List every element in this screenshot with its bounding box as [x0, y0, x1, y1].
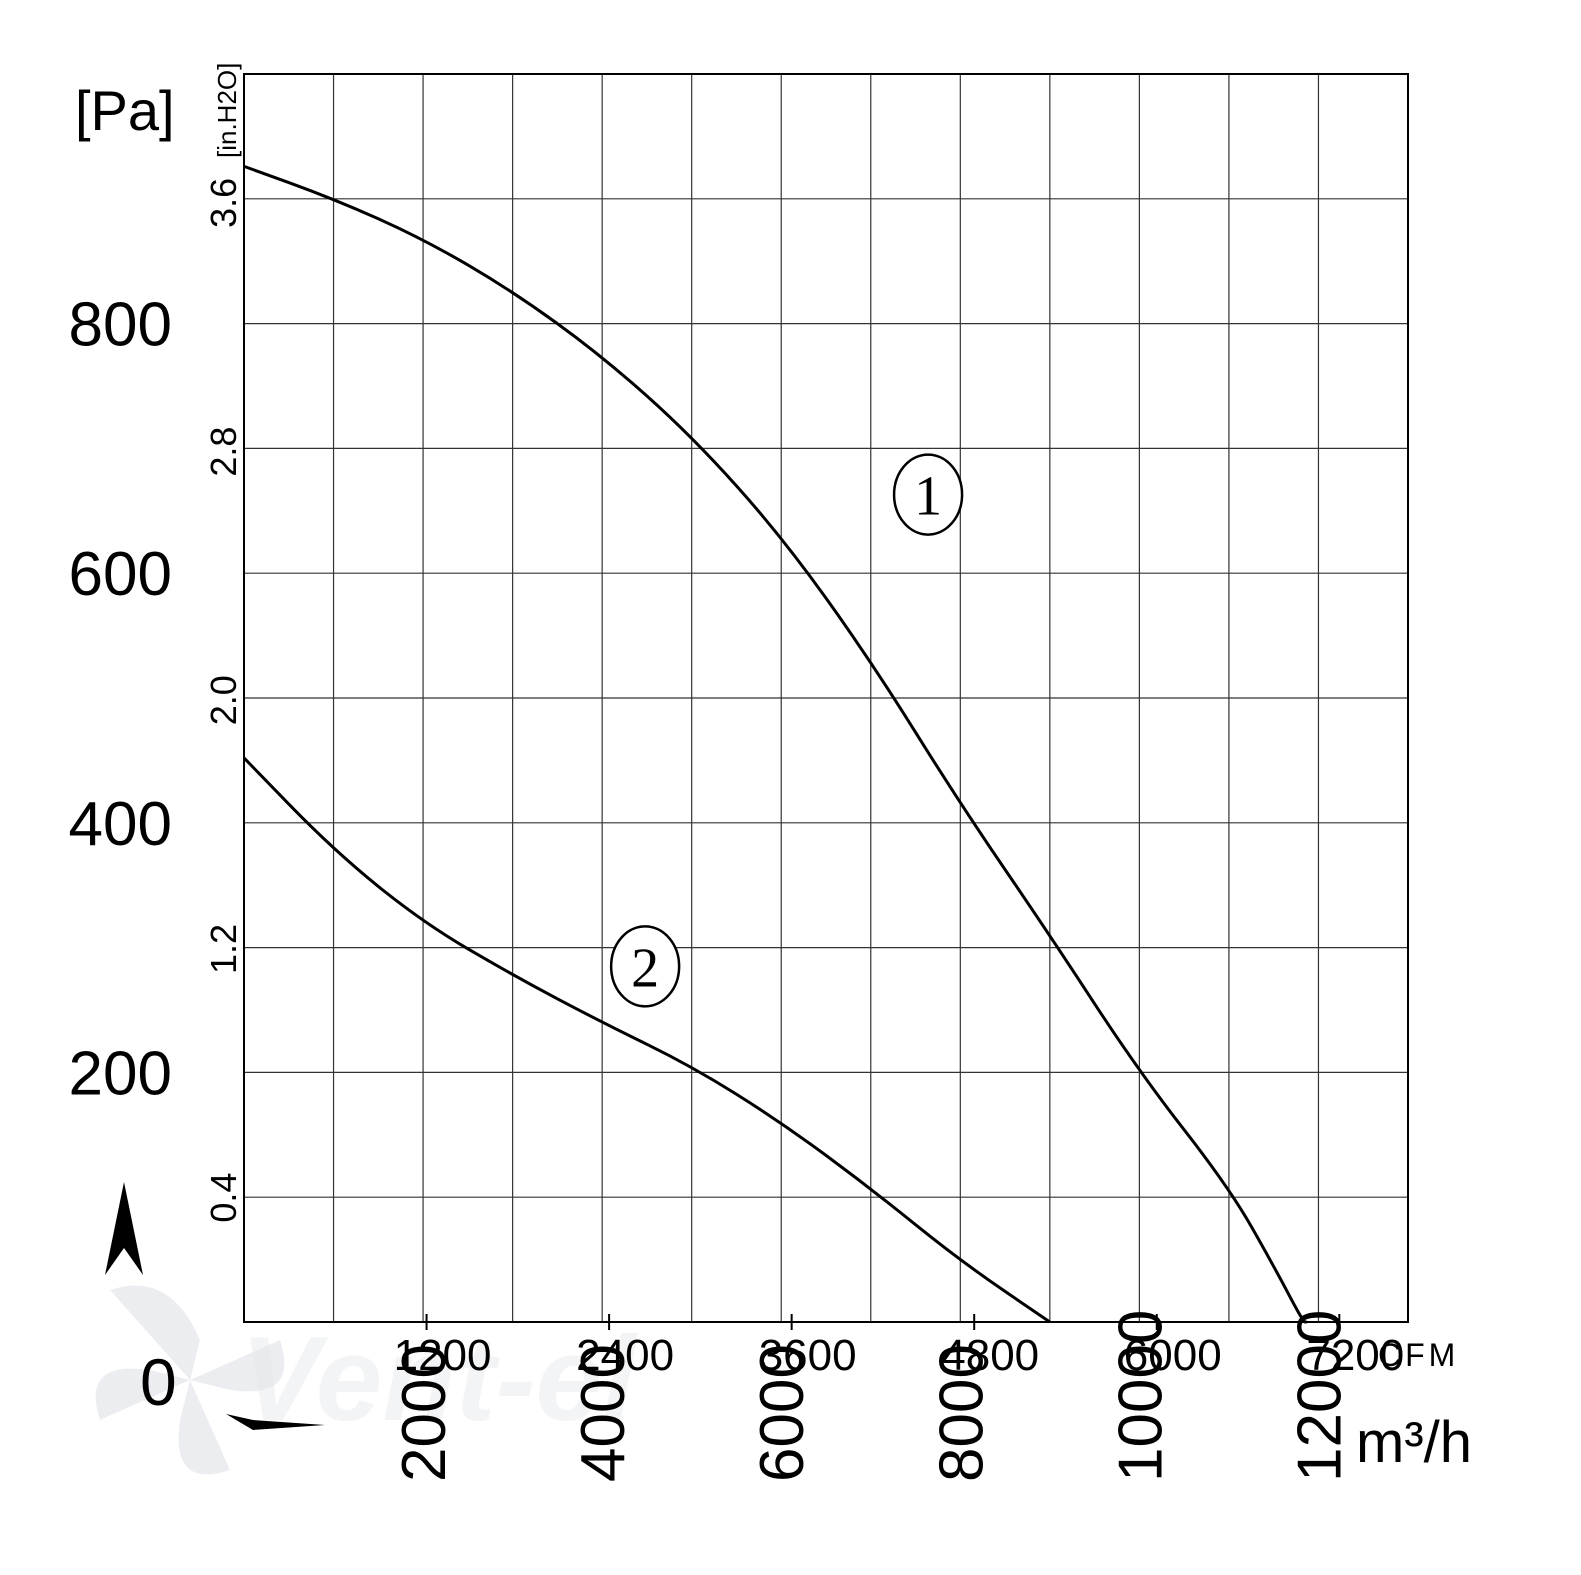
- x-tick-label-cfm: 1200: [394, 1331, 492, 1380]
- y-tick-label-inh2o: 2.0: [203, 675, 244, 725]
- y-tick-label-inh2o: 3.6: [203, 178, 244, 228]
- plot-frame: [243, 73, 1409, 1323]
- curve-label-circle-1: [892, 453, 964, 536]
- y-tick-label-pa: 400: [69, 790, 172, 859]
- x-tick-label-cfm: 7200: [1306, 1331, 1404, 1380]
- x-axis-m3h-unit: m³/h: [1356, 1410, 1472, 1475]
- grid: [244, 74, 1408, 1322]
- x-tick-label-m3h: 10000: [1106, 1310, 1175, 1482]
- y-tick-label-inh2o: 0.4: [203, 1173, 244, 1223]
- series-curve-2: [242, 756, 1051, 1324]
- watermark-logo: Vent-el: [95, 1285, 638, 1475]
- origin-label: 0: [140, 1345, 177, 1419]
- x-tick-label-cfm: 4800: [941, 1331, 1039, 1380]
- curve-labels: 12: [609, 453, 964, 1008]
- y-tick-label-inh2o: 1.2: [203, 924, 244, 974]
- x-tick-label-cfm: 3600: [759, 1331, 857, 1380]
- plot-border: [243, 73, 1409, 1323]
- fan-logo-icon: [95, 1285, 285, 1475]
- series-curve-1: [243, 164, 1307, 1324]
- series-layer: [242, 164, 1307, 1324]
- x-tick-label-cfm: 2400: [576, 1331, 674, 1380]
- y-tick-label-pa: 200: [69, 1039, 172, 1108]
- x-tick-label-m3h: 12000: [1285, 1310, 1354, 1482]
- y-tick-label-pa: 800: [69, 291, 172, 360]
- y-axis-inh2o-unit: [in.H2O]: [212, 63, 242, 158]
- x-tick-label-m3h: 4000: [569, 1344, 638, 1482]
- x-tick-label-cfm: 6000: [1124, 1331, 1222, 1380]
- x-tick-label-m3h: 6000: [748, 1344, 817, 1482]
- y-tick-label-pa: 600: [69, 540, 172, 609]
- curve-label-circle-2: [609, 925, 681, 1008]
- y-axis-inh2o-ticks: 3.6 2.8 2.0 1.2 0.4: [203, 178, 244, 1223]
- y-axis-pa-unit: [Pa]: [75, 79, 175, 142]
- y-axis-arrow-icon: [105, 1182, 143, 1275]
- curve-label-1: 1: [914, 466, 942, 528]
- x-axis-m3h-ticks: 2000 4000 6000 8000 10000 12000: [390, 1310, 1354, 1482]
- curve-label-2: 2: [631, 937, 659, 999]
- x-tick-label-m3h: 8000: [927, 1344, 996, 1482]
- y-axis-pa-ticks: 800 600 400 200: [69, 291, 172, 1109]
- watermark-text: Vent-el: [240, 1312, 638, 1446]
- y-tick-label-inh2o: 2.8: [203, 427, 244, 477]
- x-axis-cfm-ticks: 1200 2400 3600 4800 6000 7200: [394, 1314, 1404, 1380]
- x-axis-cfm-unit: CFM: [1378, 1337, 1459, 1373]
- x-axis-arrow-icon: [226, 1414, 325, 1430]
- x-tick-label-m3h: 2000: [390, 1344, 459, 1482]
